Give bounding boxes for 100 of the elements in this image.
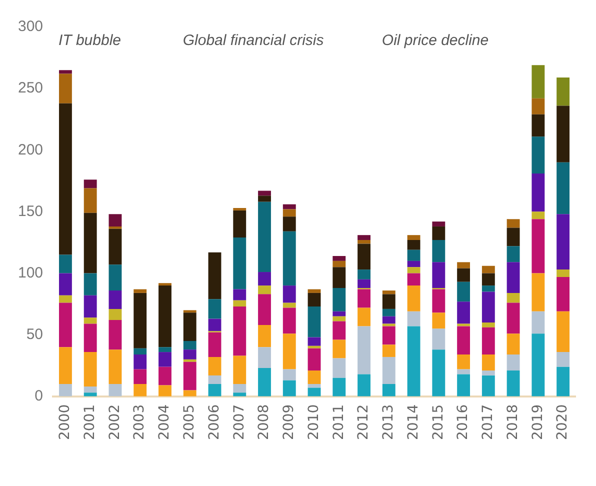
bar (407, 267, 420, 274)
bar (282, 302, 296, 308)
bar (158, 347, 172, 352)
bar (59, 254, 72, 274)
bar (532, 273, 545, 312)
bar (432, 289, 446, 313)
x-tick-label: 2005 (182, 404, 198, 440)
x-tick-label: 2008 (256, 404, 272, 440)
bar (233, 356, 246, 384)
bar (506, 246, 520, 262)
bar (108, 226, 122, 229)
bar (332, 358, 346, 378)
bar (432, 240, 446, 262)
bar (532, 114, 545, 137)
bar (407, 273, 420, 286)
x-tick-label: 2007 (231, 404, 248, 440)
bar (308, 370, 321, 384)
bar (532, 136, 545, 174)
bar (358, 270, 370, 280)
bar (332, 378, 346, 396)
bar (108, 350, 122, 384)
x-tick-label: 2014 (405, 404, 422, 440)
bar (358, 279, 370, 288)
bar (432, 226, 446, 240)
bar (183, 362, 196, 390)
y-tick-label: 300 (18, 18, 44, 36)
bar (532, 311, 545, 334)
bar (457, 354, 470, 370)
bar (382, 356, 396, 384)
bar (308, 306, 321, 338)
bar (59, 273, 72, 296)
bar (183, 350, 196, 360)
bar (282, 369, 296, 380)
bar (84, 188, 97, 213)
bar (134, 384, 147, 396)
bar (134, 369, 147, 384)
bar (407, 311, 420, 326)
bar (233, 384, 246, 393)
x-tick-label: 2003 (132, 404, 148, 440)
bar (506, 302, 520, 334)
bar (332, 316, 346, 322)
bar (84, 324, 97, 352)
bar (233, 306, 246, 356)
bar (308, 289, 321, 293)
bar (308, 346, 321, 348)
bar (84, 318, 97, 324)
bar (482, 266, 495, 274)
y-tick-label: 0 (34, 388, 44, 405)
bar (282, 286, 296, 303)
bar (208, 318, 222, 332)
bar (158, 283, 172, 286)
bar (233, 392, 246, 396)
bar (358, 235, 370, 240)
x-tick-label: 2010 (306, 404, 322, 440)
bar (108, 308, 122, 320)
bar (506, 370, 520, 396)
y-tick-label: 200 (18, 141, 44, 158)
x-tick-label: 2015 (430, 404, 446, 440)
bar (258, 196, 271, 202)
bar (282, 308, 296, 334)
bar (208, 252, 222, 300)
x-tick-label: 2002 (106, 404, 123, 440)
bar (108, 228, 122, 265)
x-tick-label: 2019 (530, 404, 546, 440)
y-tick-label: 250 (18, 80, 44, 97)
bar (457, 369, 470, 374)
bar (506, 334, 520, 355)
bar (108, 214, 122, 226)
bar (407, 240, 420, 250)
bar (233, 210, 246, 238)
annotation: Oil price decline (382, 32, 489, 50)
bar (556, 311, 570, 352)
bar (134, 289, 147, 293)
y-tick-label: 150 (18, 202, 44, 220)
bar (556, 77, 570, 106)
bar (432, 312, 446, 329)
bar (208, 384, 222, 396)
bar (308, 384, 321, 388)
bar (158, 385, 172, 396)
bar (482, 286, 495, 292)
bar (506, 228, 520, 246)
bar (457, 262, 470, 268)
bar (556, 162, 570, 214)
bar (108, 384, 122, 396)
x-tick-label: 2009 (281, 404, 298, 440)
x-tick-label: 2011 (330, 404, 347, 440)
bar (84, 212, 97, 274)
x-tick-label: 2017 (480, 404, 496, 440)
bar (482, 327, 495, 355)
bar (258, 272, 271, 286)
bar (208, 299, 222, 319)
annotation: IT bubble (58, 32, 122, 50)
bar (282, 231, 296, 286)
bar (457, 268, 470, 282)
bar (308, 388, 321, 396)
bar (258, 190, 271, 196)
x-tick-label: 2006 (206, 404, 222, 440)
annotation: Global financial crisis (182, 32, 324, 50)
bar (282, 209, 296, 217)
bar (183, 359, 196, 362)
